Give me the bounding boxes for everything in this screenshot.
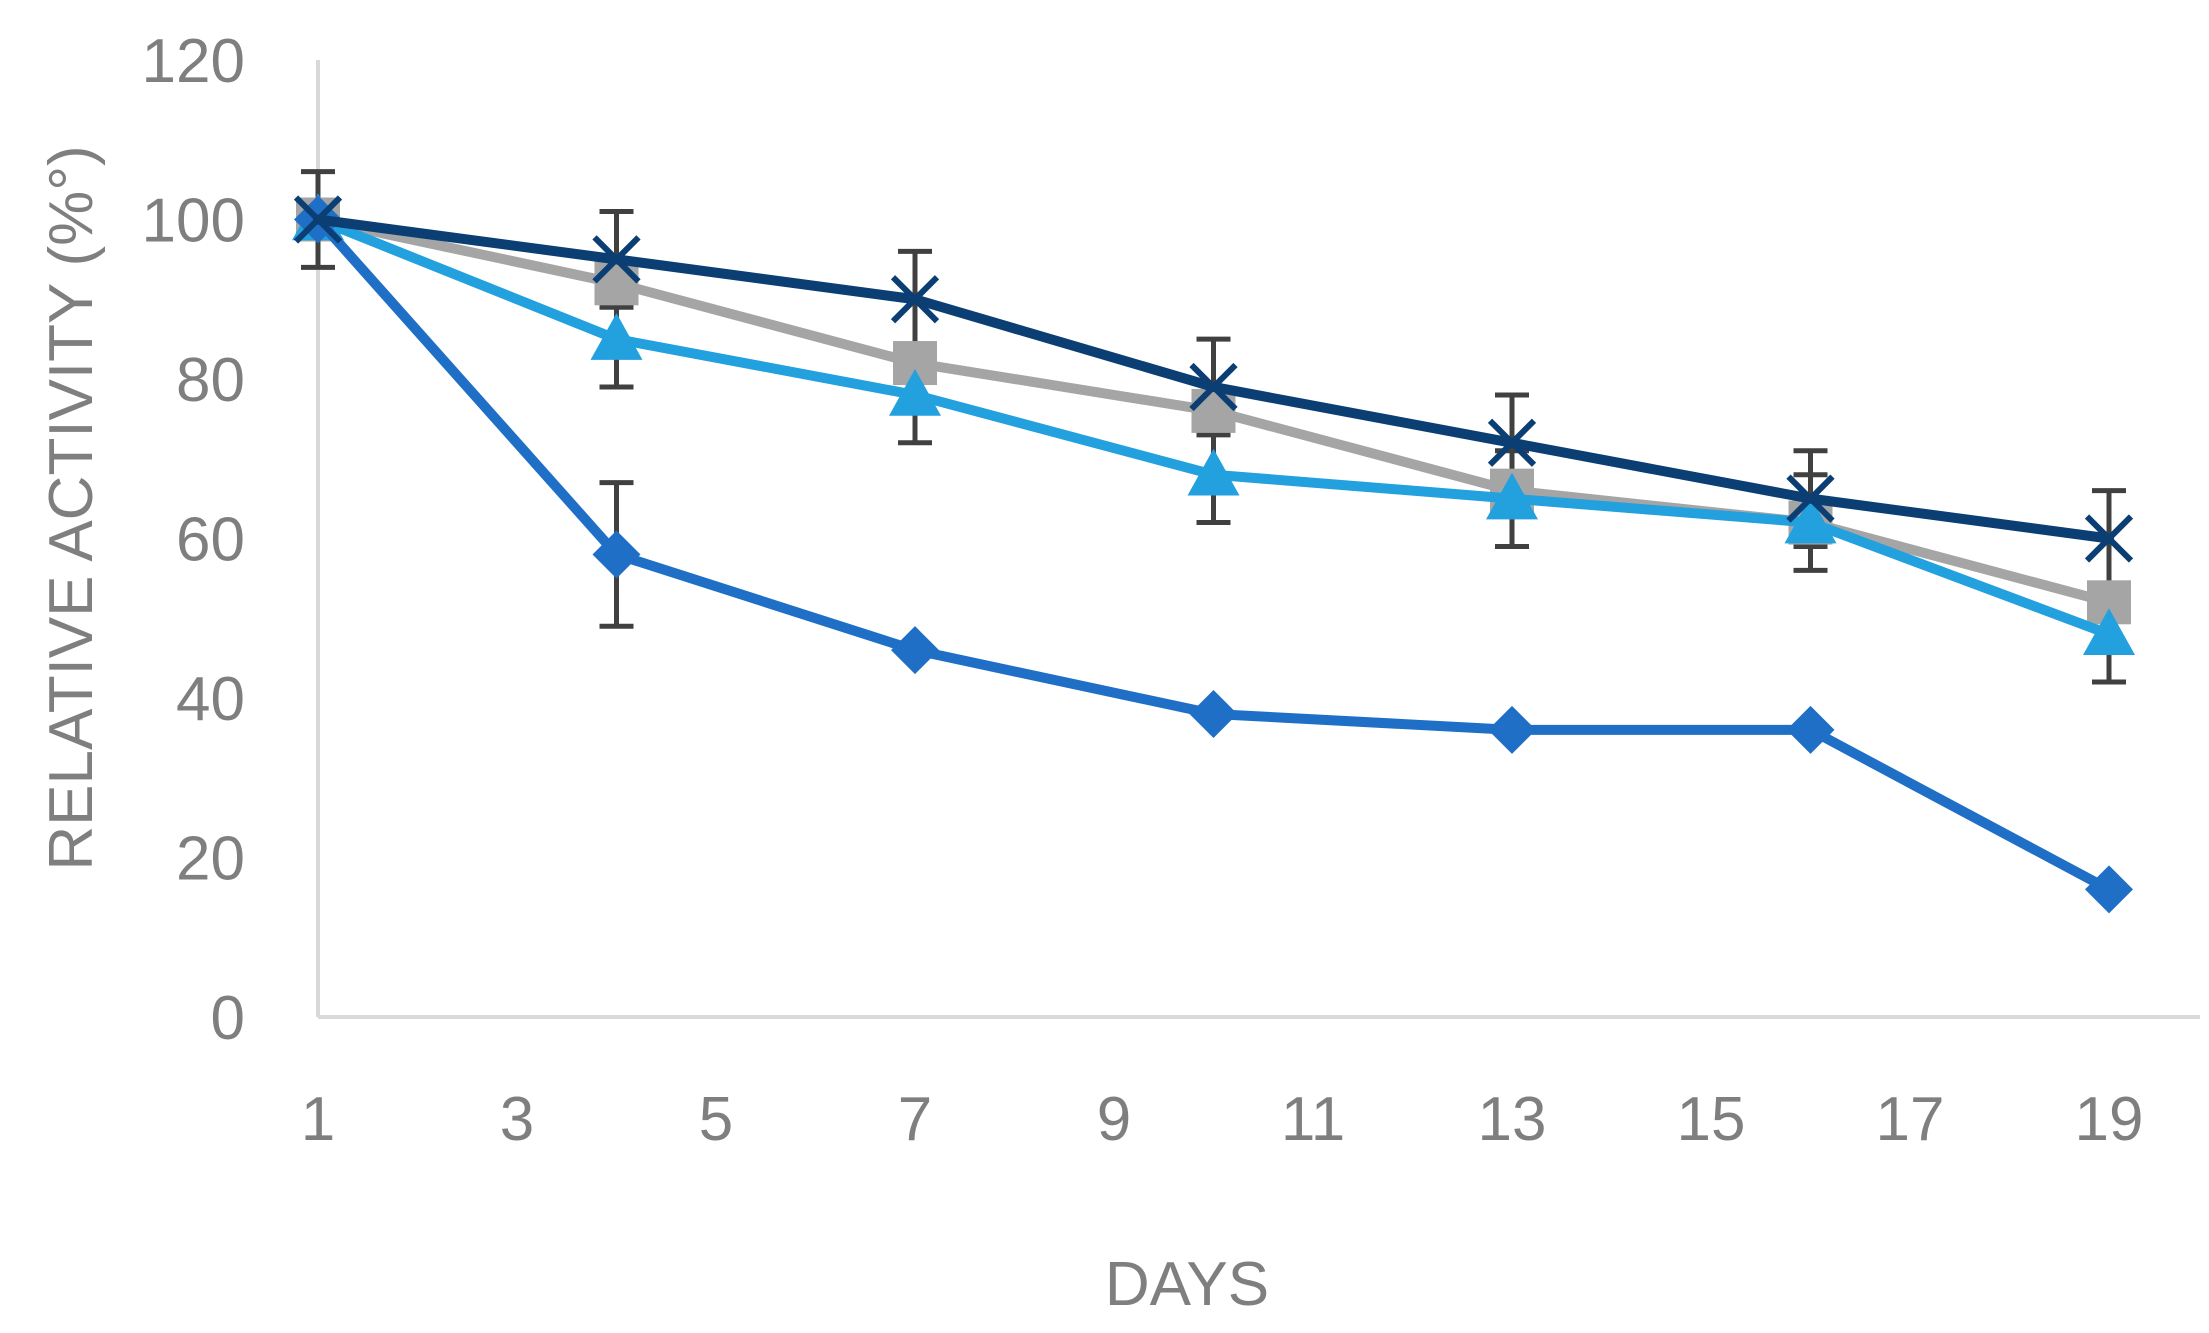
x-tick-label: 15 [1677,1085,1746,1154]
data-point-diamond [891,626,939,675]
data-point-triangle [1784,496,1837,544]
data-point-x [592,235,641,284]
data-point-diamond [592,530,641,579]
data-point-x-stroke [1786,474,1835,523]
x-tick-label: 3 [500,1085,534,1154]
x-tick-label: 5 [699,1085,733,1154]
data-point-x-stroke [2084,514,2134,563]
data-point-triangle [2083,608,2135,655]
data-point-diamond [2085,865,2133,914]
data-point-x [890,275,940,324]
x-tick-label: 17 [1876,1085,1945,1154]
data-point-x-stroke [293,195,343,244]
x-tick-label: 1 [301,1085,335,1154]
series-x [293,195,2134,563]
series-square [296,197,2131,625]
x-axis-title: DAYS [1105,1250,1269,1319]
data-point-triangle [590,313,643,360]
x-tick-label: 11 [1281,1085,1345,1154]
data-point-diamond [1786,705,1835,754]
y-tick-label: 20 [176,825,245,894]
y-tick-label: 120 [142,27,245,96]
series-line [313,214,2114,895]
data-point-triangle [1187,448,1240,496]
x-tick-label: 9 [1097,1085,1131,1154]
y-tick-label: 40 [176,665,245,734]
data-point-x-stroke [1189,362,1238,412]
series-diamond [294,195,2133,914]
x-tick-label: 7 [898,1085,932,1154]
series-group [292,193,2135,914]
data-point-x-stroke [890,275,940,324]
data-point-triangle [889,368,941,416]
x-tick-label: 19 [2075,1085,2144,1154]
y-tick-label: 80 [176,346,245,415]
data-point-x-stroke [592,235,641,284]
data-point-triangle [1486,472,1538,520]
data-point-x [1786,474,1835,523]
data-point-x [2084,514,2134,563]
y-tick-label: 0 [211,984,245,1053]
data-point-square [1191,388,1236,433]
data-point-x [1189,362,1238,412]
data-point-diamond [1189,689,1238,738]
y-axis-title: RELATIVE ACTIVITY (%°) [37,145,106,870]
y-tick-label: 60 [176,506,245,575]
data-point-square [594,261,639,306]
x-tick-label: 13 [1478,1085,1547,1154]
data-point-x [293,195,343,244]
data-point-diamond [1488,705,1536,754]
data-point-x [1487,418,1537,467]
y-tick-label: 100 [142,187,245,256]
data-point-x-stroke [1487,418,1537,467]
